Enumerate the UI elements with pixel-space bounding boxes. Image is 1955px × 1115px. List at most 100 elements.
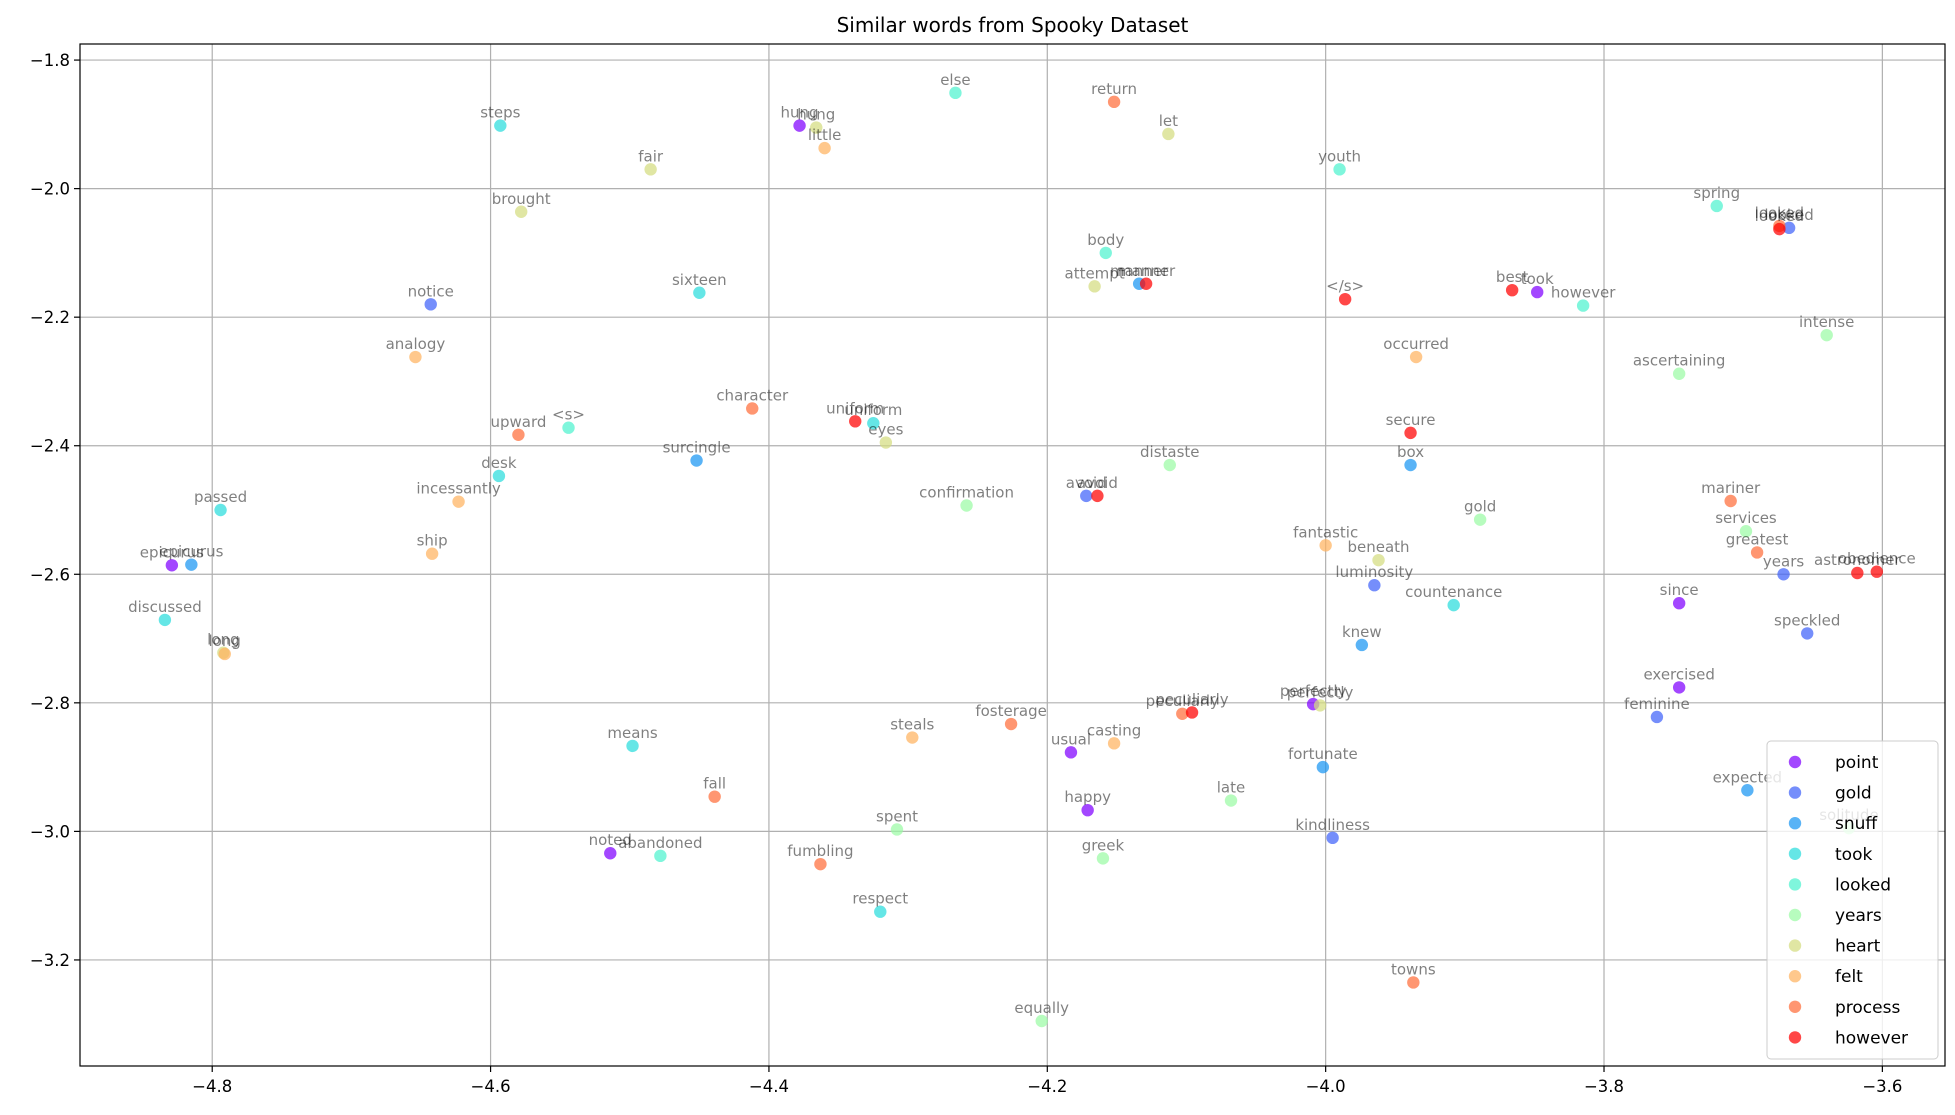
chart-title: Similar words from Spooky Dataset bbox=[837, 13, 1189, 37]
scatter-point bbox=[867, 417, 880, 430]
scatter-point bbox=[1064, 746, 1078, 759]
scatter-point bbox=[1185, 706, 1199, 719]
point-label: upward bbox=[490, 413, 546, 431]
point-label: uniform bbox=[844, 401, 902, 419]
point-label: surcingle bbox=[663, 439, 731, 457]
scatter-point bbox=[1080, 489, 1093, 503]
legend-label: heart bbox=[1835, 937, 1881, 957]
scatter-point bbox=[185, 558, 198, 571]
scatter-point bbox=[1672, 681, 1686, 694]
legend-label: gold bbox=[1835, 784, 1872, 804]
legend-marker bbox=[1788, 847, 1802, 860]
point-label: obedience bbox=[1838, 550, 1916, 568]
point-label: steps bbox=[480, 104, 520, 122]
x-tick-label: −4.6 bbox=[471, 1077, 511, 1096]
x-tick-label: −4.8 bbox=[192, 1077, 232, 1096]
scatter-point bbox=[1672, 597, 1686, 610]
scatter-point bbox=[690, 454, 703, 467]
legend-marker bbox=[1788, 786, 1802, 799]
scatter-point bbox=[1162, 127, 1175, 141]
scatter-point bbox=[494, 119, 507, 132]
scatter-point bbox=[1739, 525, 1753, 538]
point-label: eyes bbox=[868, 421, 903, 439]
scatter-point bbox=[492, 469, 506, 483]
point-label: character bbox=[716, 386, 789, 404]
point-label: greatest bbox=[1726, 530, 1789, 548]
scatter-point bbox=[604, 847, 617, 860]
points-layer bbox=[158, 86, 1884, 1028]
point-label: spent bbox=[876, 807, 918, 825]
scatter-point bbox=[1724, 494, 1737, 508]
scatter-point bbox=[1404, 458, 1417, 472]
scatter-point bbox=[1851, 566, 1864, 580]
y-tick-label: −3.2 bbox=[30, 951, 70, 970]
point-label: confirmation bbox=[919, 484, 1014, 502]
scatter-point bbox=[626, 739, 639, 753]
legend-label: snuff bbox=[1835, 814, 1878, 834]
point-label: means bbox=[607, 724, 658, 742]
point-label: distaste bbox=[1140, 443, 1200, 461]
point-label: looked bbox=[1755, 204, 1804, 222]
scatter-point bbox=[424, 298, 437, 311]
scatter-point bbox=[1139, 277, 1153, 290]
point-label: kindliness bbox=[1295, 816, 1370, 834]
scatter-point bbox=[214, 503, 227, 517]
scatter-point bbox=[1035, 1014, 1048, 1028]
scatter-point bbox=[818, 141, 831, 155]
scatter-point bbox=[218, 647, 231, 661]
point-label: luminosity bbox=[1335, 563, 1413, 581]
point-label: epicurus bbox=[159, 543, 223, 561]
y-tick-label: −2.8 bbox=[30, 694, 70, 713]
scatter-point bbox=[158, 613, 172, 627]
scatter-point bbox=[1316, 760, 1330, 774]
scatter-point bbox=[1088, 280, 1101, 293]
point-label: however bbox=[1551, 284, 1616, 302]
grid-layer bbox=[80, 44, 1945, 1066]
point-label: incessantly bbox=[416, 480, 501, 498]
scatter-point bbox=[849, 415, 862, 428]
point-label: secure bbox=[1386, 411, 1436, 429]
y-tick-label: −3.0 bbox=[30, 822, 70, 841]
legend-label: years bbox=[1835, 906, 1882, 926]
scatter-point bbox=[1820, 328, 1833, 342]
scatter-point bbox=[1409, 350, 1423, 364]
y-tick-label: −2.0 bbox=[30, 180, 70, 199]
point-label: body bbox=[1087, 231, 1124, 249]
ticks-layer: −4.8 −4.6 −4.4 −4.2 −4.0 −3.8 −3.6 −1.8 −2.0 −2.2… bbox=[30, 51, 1902, 1096]
point-label: fantastic bbox=[1293, 523, 1358, 541]
point-label: manner bbox=[1117, 262, 1176, 280]
point-label: years bbox=[1763, 552, 1804, 570]
point-label: epicurus bbox=[140, 543, 204, 561]
point-label: ascertaining bbox=[1633, 352, 1726, 370]
point-label: let bbox=[1159, 112, 1178, 130]
scatter-point bbox=[746, 402, 759, 415]
point-label: avoid bbox=[1077, 474, 1118, 492]
point-label: <s> bbox=[552, 406, 585, 424]
scatter-point bbox=[1319, 539, 1332, 552]
y-tick-label: −1.8 bbox=[30, 51, 70, 70]
point-label: little bbox=[808, 126, 842, 144]
point-label: manner bbox=[1110, 262, 1169, 280]
point-label: analogy bbox=[386, 335, 446, 353]
scatter-point bbox=[1176, 707, 1189, 720]
legend-label: took bbox=[1835, 845, 1872, 865]
legend-marker bbox=[1788, 817, 1802, 830]
point-label: brought bbox=[492, 190, 551, 208]
point-label: steals bbox=[890, 716, 934, 734]
point-label: looked bbox=[1755, 207, 1804, 225]
legend-marker bbox=[1788, 908, 1802, 922]
scatter-point bbox=[562, 421, 575, 434]
point-label: long bbox=[209, 632, 241, 650]
point-label: exercised bbox=[1643, 665, 1714, 683]
scatter-point bbox=[165, 559, 179, 572]
scatter-point bbox=[1326, 831, 1339, 845]
legend-marker bbox=[1788, 939, 1802, 952]
point-label: gold bbox=[1464, 498, 1496, 516]
scatter-point bbox=[409, 350, 422, 364]
scatter-point bbox=[1096, 852, 1110, 865]
scatter-point bbox=[1355, 638, 1369, 652]
point-label: uniform bbox=[826, 399, 884, 417]
x-tick-label: −4.0 bbox=[1306, 1077, 1346, 1096]
legend-marker bbox=[1788, 1000, 1802, 1013]
legend-marker bbox=[1788, 755, 1802, 769]
